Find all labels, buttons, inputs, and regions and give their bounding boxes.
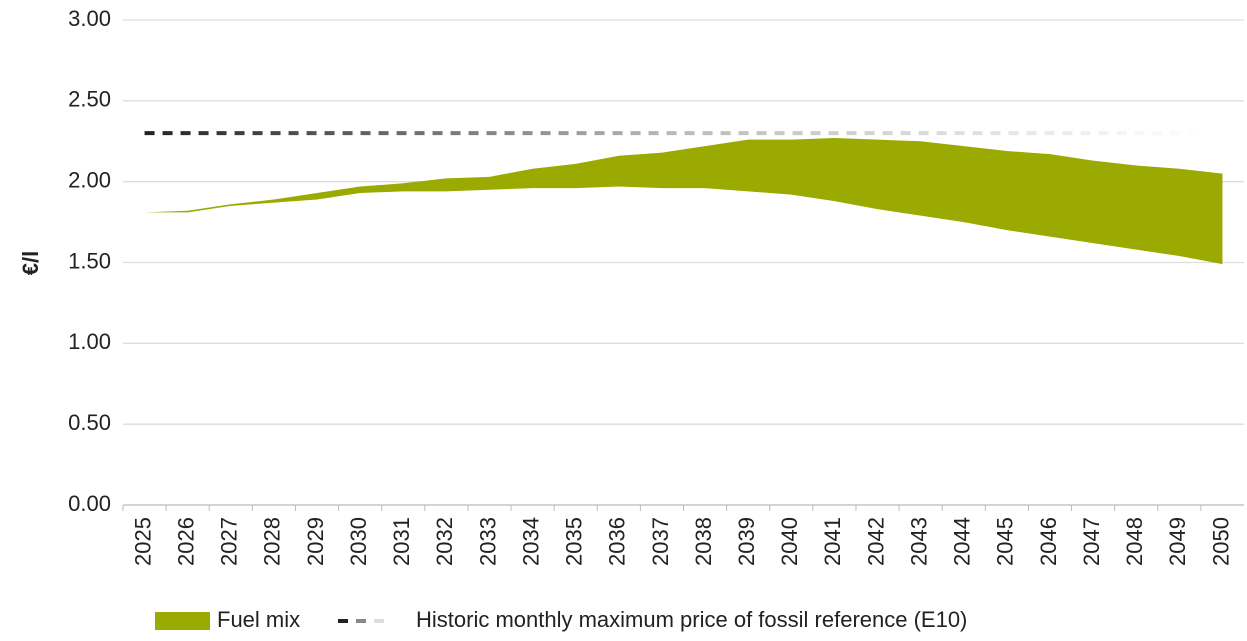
x-tick-label: 2031	[389, 517, 414, 566]
x-tick-label: 2038	[691, 517, 716, 566]
x-tick-label: 2046	[1036, 517, 1061, 566]
x-tick-label: 2042	[863, 517, 888, 566]
x-tick-label: 2026	[173, 517, 198, 566]
y-tick-label: 2.50	[68, 87, 111, 112]
x-tick-label: 2034	[518, 517, 543, 566]
x-tick-label: 2028	[260, 517, 285, 566]
x-tick-label: 2039	[734, 517, 759, 566]
x-tick-label: 2036	[605, 517, 630, 566]
y-axis-label: €/l	[18, 251, 43, 275]
x-tick-label: 2050	[1208, 517, 1233, 566]
x-tick-label: 2041	[820, 517, 845, 566]
band-area	[144, 138, 1223, 265]
x-tick-label: 2048	[1122, 517, 1147, 566]
y-tick-label: 1.50	[68, 248, 111, 273]
x-tick-label: 2047	[1079, 517, 1104, 566]
x-tick-label: 2032	[432, 517, 457, 566]
x-tick-label: 2035	[562, 517, 587, 566]
x-tick-label: 2027	[217, 517, 242, 566]
x-tick-label: 2030	[346, 517, 371, 566]
x-tick-label: 2033	[475, 517, 500, 566]
x-tick-label: 2043	[906, 517, 931, 566]
y-tick-label: 3.00	[68, 6, 111, 31]
legend-label: Historic monthly maximum price of fossil…	[416, 607, 967, 632]
y-tick-label: 1.00	[68, 329, 111, 354]
legend-label: Fuel mix	[217, 607, 300, 632]
x-tick-label: 2025	[130, 517, 155, 566]
x-tick-label: 2029	[303, 517, 328, 566]
x-tick-label: 2044	[950, 517, 975, 566]
y-tick-label: 0.50	[68, 410, 111, 435]
y-tick-label: 0.00	[68, 491, 111, 516]
x-tick-label: 2049	[1165, 517, 1190, 566]
y-tick-label: 2.00	[68, 167, 111, 192]
x-tick-label: 2037	[648, 517, 673, 566]
legend-swatch	[155, 612, 210, 630]
x-tick-label: 2045	[993, 517, 1018, 566]
x-tick-label: 2040	[777, 517, 802, 566]
